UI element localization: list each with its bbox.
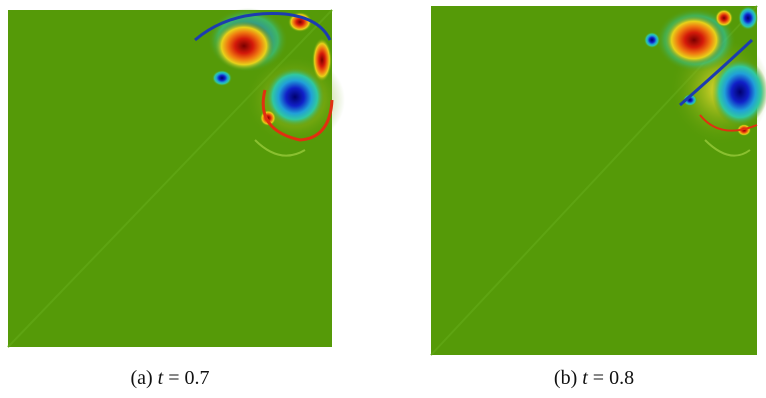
panel-label: (b) xyxy=(554,367,577,389)
caption-value: = 0.7 xyxy=(168,367,209,389)
caption-variable: t xyxy=(582,367,588,389)
caption-a: (a) t = 0.7 xyxy=(130,367,209,389)
panel-b-image xyxy=(430,5,766,356)
panel-label: (a) xyxy=(130,367,152,389)
panel-a-image xyxy=(7,8,345,348)
caption-b: (b) t = 0.8 xyxy=(554,367,634,389)
caption-variable: t xyxy=(158,367,164,389)
caption-value: = 0.8 xyxy=(593,367,634,389)
